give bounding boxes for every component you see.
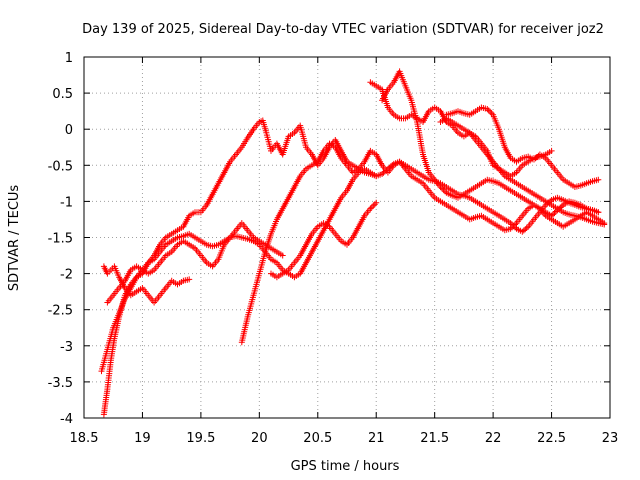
series-sat-c (100, 263, 193, 306)
x-tick-label: 21 (368, 431, 385, 446)
y-tick-label: -3 (60, 340, 73, 355)
series-sat-h (379, 68, 602, 219)
chart-title: Day 139 of 2025, Sidereal Day-to-day VTE… (82, 22, 604, 37)
y-axis-label: SDTVAR / TECUs (7, 185, 22, 292)
x-tick-label: 20.5 (303, 431, 332, 446)
y-tick-label: -1.5 (48, 232, 73, 247)
x-axis-ticks: 18.5 19 19.5 20 20.5 21 21.5 22 22.5 23 (70, 57, 619, 446)
x-tick-label: 22.5 (537, 431, 566, 446)
y-tick-label: -3.5 (48, 376, 73, 391)
x-axis-label: GPS time / hours (291, 459, 400, 474)
marker-trace (100, 263, 193, 306)
y-tick-label: 0.5 (52, 87, 73, 102)
marker-trace (104, 220, 286, 306)
data-markers (98, 68, 608, 418)
y-axis-ticks: -4 -3.5 -3 -2.5 -2 -1.5 -1 -0.5 0 0.5 1 (48, 51, 610, 427)
y-tick-label: -0.5 (48, 159, 73, 174)
y-tick-label: -2 (60, 268, 73, 283)
marker-trace (238, 140, 608, 346)
marker-trace (443, 104, 602, 190)
x-tick-label: 19.5 (186, 431, 215, 446)
y-tick-label: -4 (60, 412, 73, 427)
x-tick-label: 18.5 (70, 431, 99, 446)
x-tick-label: 21.5 (420, 431, 449, 446)
x-tick-label: 22 (485, 431, 502, 446)
x-tick-label: 19 (134, 431, 151, 446)
y-tick-label: -1 (60, 195, 73, 210)
series-sat-e (238, 140, 608, 346)
series-sat-f (268, 199, 380, 281)
marker-trace (437, 115, 555, 180)
y-tick-label: 1 (65, 51, 73, 66)
x-tick-label: 20 (251, 431, 268, 446)
series-sat-j (437, 115, 555, 180)
marker-trace (268, 199, 380, 281)
y-tick-label: 0 (65, 123, 73, 138)
series-sat-d (104, 220, 286, 306)
series-sat-i (443, 104, 602, 190)
y-tick-label: -2.5 (48, 304, 73, 319)
x-tick-label: 23 (602, 431, 619, 446)
marker-trace (379, 68, 602, 219)
